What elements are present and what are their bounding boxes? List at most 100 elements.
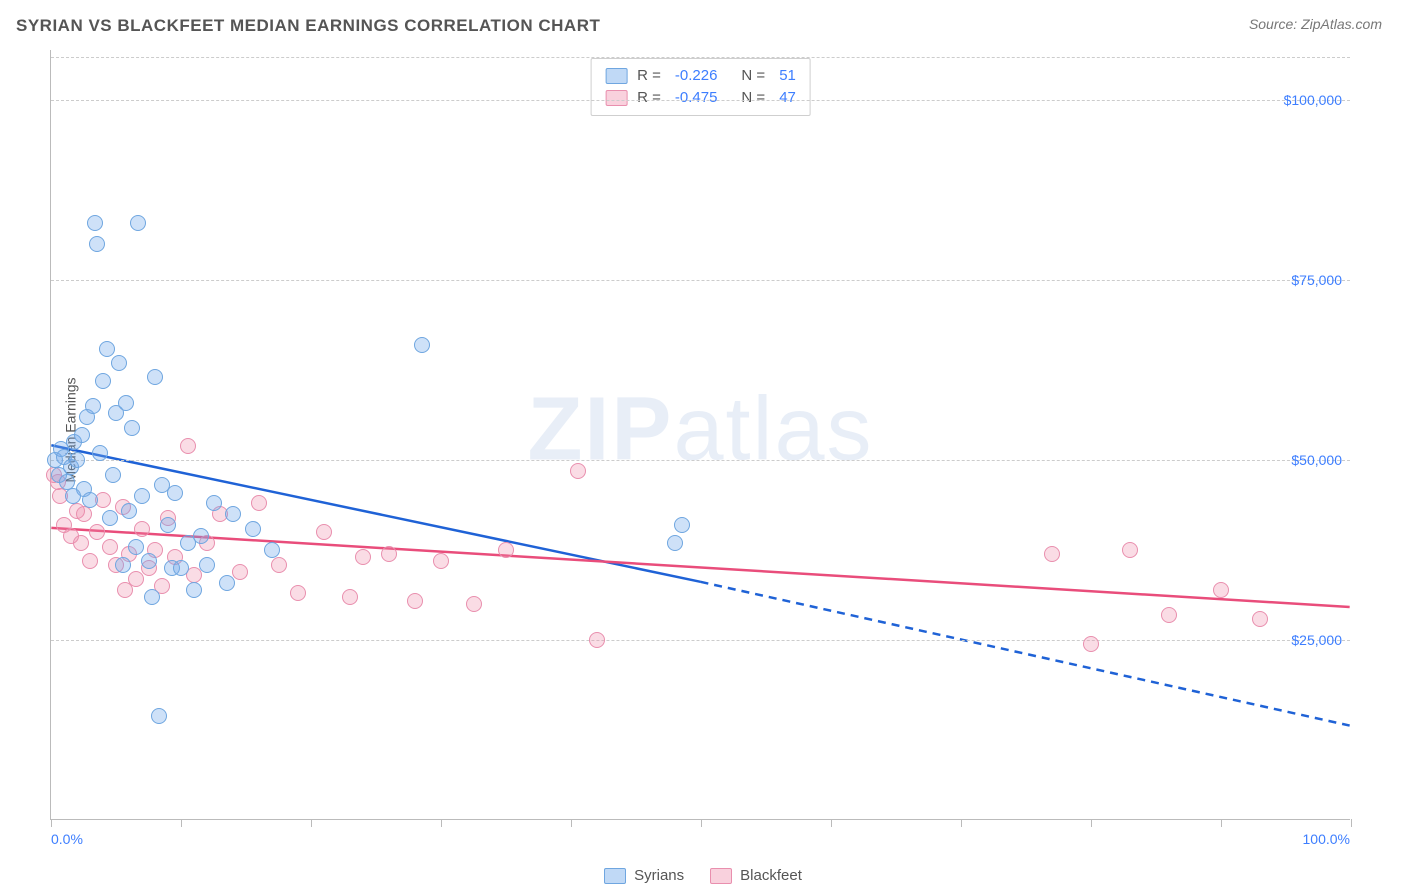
scatter-point bbox=[193, 528, 209, 544]
scatter-point bbox=[128, 539, 144, 555]
scatter-point bbox=[667, 535, 683, 551]
scatter-point bbox=[76, 506, 92, 522]
scatter-point bbox=[102, 539, 118, 555]
x-tick-label: 100.0% bbox=[1303, 831, 1350, 847]
scatter-point bbox=[115, 557, 131, 573]
scatter-point bbox=[82, 492, 98, 508]
scatter-point bbox=[589, 632, 605, 648]
legend-swatch bbox=[605, 68, 627, 84]
scatter-point bbox=[1044, 546, 1060, 562]
scatter-point bbox=[342, 589, 358, 605]
legend-n-label: N = bbox=[741, 65, 765, 87]
scatter-point bbox=[251, 495, 267, 511]
scatter-point bbox=[466, 596, 482, 612]
trend-line bbox=[701, 582, 1350, 726]
gridline bbox=[51, 280, 1350, 281]
scatter-point bbox=[121, 503, 137, 519]
scatter-point bbox=[99, 341, 115, 357]
legend-label: Blackfeet bbox=[740, 867, 802, 884]
scatter-point bbox=[85, 398, 101, 414]
watermark-zip: ZIP bbox=[527, 379, 673, 479]
scatter-point bbox=[1083, 636, 1099, 652]
scatter-point bbox=[74, 427, 90, 443]
scatter-point bbox=[1161, 607, 1177, 623]
scatter-point bbox=[381, 546, 397, 562]
scatter-point bbox=[316, 524, 332, 540]
gridline bbox=[51, 460, 1350, 461]
x-tick-mark bbox=[181, 819, 182, 827]
scatter-point bbox=[111, 355, 127, 371]
scatter-point bbox=[355, 549, 371, 565]
scatter-point bbox=[160, 517, 176, 533]
scatter-point bbox=[414, 337, 430, 353]
scatter-point bbox=[225, 506, 241, 522]
legend-r-label: R = bbox=[637, 87, 661, 109]
scatter-point bbox=[674, 517, 690, 533]
scatter-point bbox=[134, 488, 150, 504]
plot-area: ZIPatlas R =-0.226N =51R =-0.475N =47 $2… bbox=[50, 50, 1350, 820]
chart-container: SYRIAN VS BLACKFEET MEDIAN EARNINGS CORR… bbox=[0, 0, 1406, 892]
scatter-point bbox=[570, 463, 586, 479]
scatter-point bbox=[118, 395, 134, 411]
legend-n-value: 47 bbox=[779, 87, 796, 109]
trend-lines-layer bbox=[51, 50, 1350, 819]
scatter-point bbox=[65, 488, 81, 504]
scatter-point bbox=[433, 553, 449, 569]
scatter-point bbox=[1213, 582, 1229, 598]
legend-label: Syrians bbox=[634, 867, 684, 884]
scatter-point bbox=[151, 708, 167, 724]
gridline bbox=[51, 100, 1350, 101]
legend-swatch bbox=[604, 868, 626, 884]
scatter-point bbox=[173, 560, 189, 576]
x-tick-mark bbox=[51, 819, 52, 827]
scatter-point bbox=[264, 542, 280, 558]
scatter-point bbox=[245, 521, 261, 537]
x-tick-mark bbox=[831, 819, 832, 827]
scatter-point bbox=[105, 467, 121, 483]
x-tick-mark bbox=[1351, 819, 1352, 827]
x-tick-label: 0.0% bbox=[51, 831, 83, 847]
scatter-point bbox=[117, 582, 133, 598]
legend-n-label: N = bbox=[741, 87, 765, 109]
x-tick-mark bbox=[571, 819, 572, 827]
scatter-point bbox=[130, 215, 146, 231]
legend-r-value: -0.226 bbox=[675, 65, 718, 87]
scatter-point bbox=[69, 452, 85, 468]
gridline bbox=[51, 640, 1350, 641]
scatter-point bbox=[141, 553, 157, 569]
scatter-point bbox=[232, 564, 248, 580]
scatter-point bbox=[89, 524, 105, 540]
scatter-point bbox=[82, 553, 98, 569]
watermark-atlas: atlas bbox=[673, 379, 873, 479]
scatter-point bbox=[407, 593, 423, 609]
chart-title: SYRIAN VS BLACKFEET MEDIAN EARNINGS CORR… bbox=[16, 16, 600, 36]
x-tick-mark bbox=[1221, 819, 1222, 827]
scatter-point bbox=[144, 589, 160, 605]
scatter-point bbox=[1122, 542, 1138, 558]
scatter-point bbox=[219, 575, 235, 591]
x-tick-mark bbox=[701, 819, 702, 827]
scatter-point bbox=[1252, 611, 1268, 627]
scatter-point bbox=[95, 373, 111, 389]
legend-r-value: -0.475 bbox=[675, 87, 718, 109]
legend-item: Blackfeet bbox=[710, 867, 802, 884]
legend-item: Syrians bbox=[604, 867, 684, 884]
series-legend: Syrians Blackfeet bbox=[0, 867, 1406, 884]
scatter-point bbox=[290, 585, 306, 601]
scatter-point bbox=[89, 236, 105, 252]
scatter-point bbox=[271, 557, 287, 573]
source-attribution: Source: ZipAtlas.com bbox=[1249, 16, 1382, 32]
x-tick-mark bbox=[311, 819, 312, 827]
y-tick-label: $75,000 bbox=[1291, 272, 1342, 288]
scatter-point bbox=[124, 420, 140, 436]
y-tick-label: $100,000 bbox=[1284, 92, 1342, 108]
legend-swatch bbox=[710, 868, 732, 884]
y-tick-label: $50,000 bbox=[1291, 452, 1342, 468]
legend-row: R = -0.475 N = 47 bbox=[605, 87, 796, 109]
legend-r-label: R = bbox=[637, 65, 661, 87]
scatter-point bbox=[180, 438, 196, 454]
scatter-point bbox=[134, 521, 150, 537]
scatter-point bbox=[199, 557, 215, 573]
scatter-point bbox=[92, 445, 108, 461]
scatter-point bbox=[102, 510, 118, 526]
